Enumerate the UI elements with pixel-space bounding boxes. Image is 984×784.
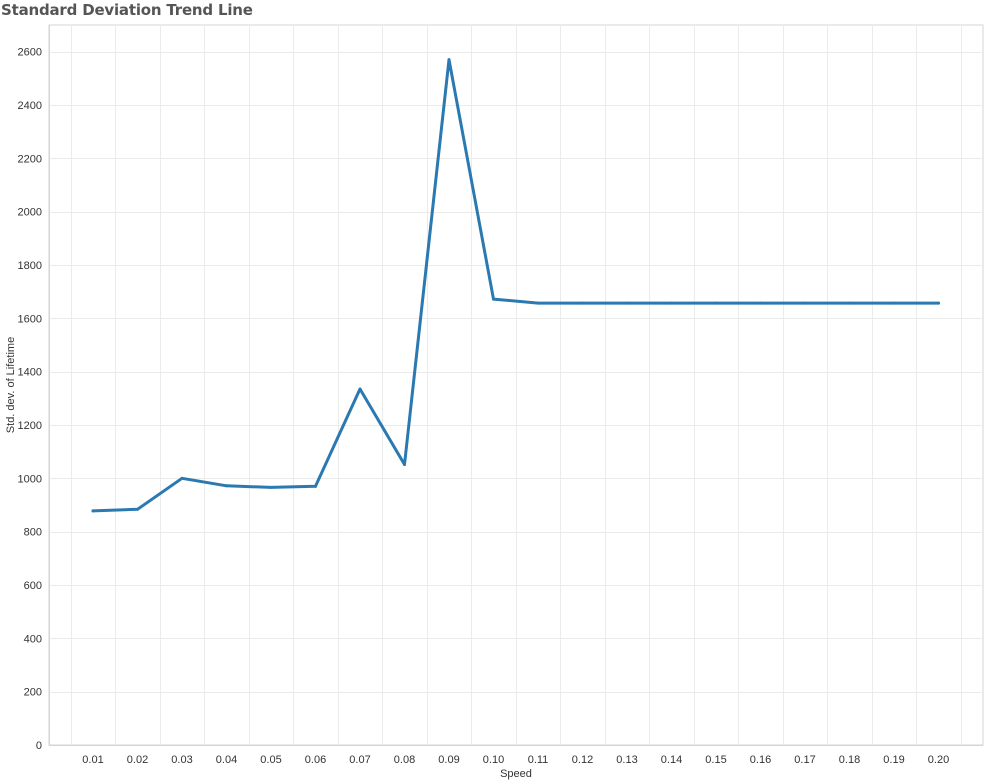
x-tick-label: 0.11 <box>528 754 549 766</box>
x-tick-label: 0.13 <box>616 754 637 766</box>
y-tick-label: 1000 <box>18 473 42 485</box>
y-tick-label: 200 <box>24 687 42 699</box>
y-tick-label: 1200 <box>18 420 42 432</box>
y-tick-label: 2200 <box>18 153 42 165</box>
data-point <box>892 301 896 305</box>
data-point <box>269 485 273 489</box>
x-tick-label: 0.12 <box>572 754 593 766</box>
series-line <box>91 58 940 513</box>
x-tick-label: 0.15 <box>705 754 726 766</box>
data-point <box>225 484 228 488</box>
x-tick-label: 0.01 <box>82 754 103 766</box>
x-tick-label: 0.16 <box>750 754 771 766</box>
data-point <box>358 387 362 391</box>
y-tick-label: 1600 <box>18 313 42 325</box>
y-tick-label: 2400 <box>18 100 42 112</box>
data-point <box>536 301 540 305</box>
y-tick-label: 2600 <box>18 47 42 59</box>
data-point <box>403 462 406 466</box>
x-tick-label: 0.06 <box>305 754 326 766</box>
y-tick-label: 400 <box>24 633 42 645</box>
data-point <box>714 301 718 305</box>
y-tick-label: 2000 <box>18 207 42 219</box>
x-tick-label: 0.08 <box>394 754 415 766</box>
y-tick-label: 0 <box>36 740 42 752</box>
x-tick-label: 0.09 <box>438 754 459 766</box>
grid-lines <box>49 25 983 746</box>
data-point <box>625 301 629 305</box>
y-axis-title: Std. dev. of Lifetime <box>5 337 17 433</box>
data-point <box>314 484 317 488</box>
chart-title: Standard Deviation Trend Line <box>1 1 253 19</box>
x-tick-label: 0.19 <box>883 754 904 766</box>
x-tick-label: 0.20 <box>928 754 949 766</box>
x-tick-label: 0.07 <box>349 754 370 766</box>
x-tick-label: 0.02 <box>127 754 148 766</box>
data-point <box>937 301 940 305</box>
x-tick-label: 0.04 <box>216 754 237 766</box>
data-point <box>759 301 762 305</box>
x-tick-label: 0.17 <box>794 754 815 766</box>
data-point <box>670 301 673 305</box>
x-tick-label: 0.05 <box>260 754 281 766</box>
data-point <box>581 301 584 305</box>
x-tick-label: 0.14 <box>661 754 682 766</box>
data-point <box>136 507 139 511</box>
x-tick-label: 0.10 <box>483 754 504 766</box>
data-point <box>848 301 851 305</box>
x-tick-label: 0.03 <box>171 754 192 766</box>
y-tick-label: 600 <box>24 580 42 592</box>
data-point <box>803 301 807 305</box>
data-point <box>180 476 184 480</box>
x-tick-label: 0.18 <box>839 754 860 766</box>
x-axis-title: Speed <box>500 768 532 780</box>
data-point <box>91 509 95 513</box>
y-tick-label: 800 <box>24 527 42 539</box>
data-point <box>447 58 451 62</box>
y-tick-label: 1800 <box>18 260 42 272</box>
y-tick-label: 1400 <box>18 367 42 379</box>
data-point <box>492 297 495 301</box>
